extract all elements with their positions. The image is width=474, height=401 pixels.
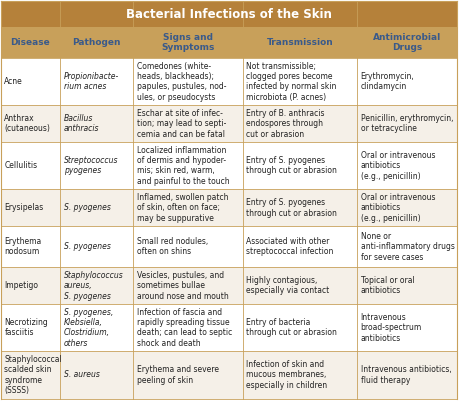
Text: None or
anti-inflammatory drugs
for severe cases: None or anti-inflammatory drugs for seve… — [361, 232, 455, 262]
Text: S. pyogenes: S. pyogenes — [64, 242, 110, 251]
Text: Streptococcus
pyogenes: Streptococcus pyogenes — [64, 156, 118, 176]
Text: Highly contagious,
especially via contact: Highly contagious, especially via contac… — [246, 276, 329, 296]
Text: Intravenous
broad-spectrum
antibiotics: Intravenous broad-spectrum antibiotics — [361, 313, 422, 343]
Text: S. pyogenes: S. pyogenes — [64, 203, 110, 212]
Text: Erythema
nodosum: Erythema nodosum — [4, 237, 42, 257]
Text: Not transmissible;
clogged pores become
infected by normal skin
microbiota (P. a: Not transmissible; clogged pores become … — [246, 62, 337, 102]
Text: Erysipelas: Erysipelas — [4, 203, 44, 212]
Text: Disease: Disease — [10, 38, 50, 47]
Text: Vesicles, pustules, and
sometimes bullae
around nose and mouth: Vesicles, pustules, and sometimes bullae… — [137, 271, 228, 301]
Text: Erythromycin,
clindamycin: Erythromycin, clindamycin — [361, 72, 414, 91]
Text: Inflamed, swollen patch
of skin, often on face;
may be suppurative: Inflamed, swollen patch of skin, often o… — [137, 193, 228, 223]
FancyBboxPatch shape — [0, 27, 457, 58]
FancyBboxPatch shape — [0, 105, 457, 142]
Text: Bacterial Infections of the Skin: Bacterial Infections of the Skin — [126, 8, 332, 20]
Text: Erythema and severe
peeling of skin: Erythema and severe peeling of skin — [137, 365, 219, 385]
Text: Acne: Acne — [4, 77, 23, 86]
Text: Oral or intravenous
antibiotics
(e.g., penicillin): Oral or intravenous antibiotics (e.g., p… — [361, 193, 435, 223]
Text: Signs and
Symptoms: Signs and Symptoms — [161, 33, 215, 53]
Text: Bacillus
anthracis: Bacillus anthracis — [64, 114, 99, 134]
Text: Intravenous antibiotics,
fluid therapy: Intravenous antibiotics, fluid therapy — [361, 365, 451, 385]
Text: Small red nodules,
often on shins: Small red nodules, often on shins — [137, 237, 208, 257]
Text: Infection of fascia and
rapidly spreading tissue
death; can lead to septic
shock: Infection of fascia and rapidly spreadin… — [137, 308, 232, 348]
Text: Cellulitis: Cellulitis — [4, 161, 37, 170]
Text: Oral or intravenous
antibiotics
(e.g., penicillin): Oral or intravenous antibiotics (e.g., p… — [361, 151, 435, 181]
Text: Topical or oral
antibiotics: Topical or oral antibiotics — [361, 276, 414, 296]
Text: Pathogen: Pathogen — [73, 38, 121, 47]
FancyBboxPatch shape — [0, 304, 457, 351]
Text: S. aureus: S. aureus — [64, 371, 100, 379]
Text: Entry of S. pyogenes
through cut or abrasion: Entry of S. pyogenes through cut or abra… — [246, 198, 337, 217]
Text: Eschar at site of infec-
tion; may lead to septi-
cemia and can be fatal: Eschar at site of infec- tion; may lead … — [137, 109, 226, 139]
Text: Anthrax
(cutaneous): Anthrax (cutaneous) — [4, 114, 50, 134]
FancyBboxPatch shape — [0, 142, 457, 189]
Text: Entry of S. pyogenes
through cut or abrasion: Entry of S. pyogenes through cut or abra… — [246, 156, 337, 176]
Text: Necrotizing
fasciitis: Necrotizing fasciitis — [4, 318, 48, 338]
FancyBboxPatch shape — [0, 267, 457, 304]
Text: Impetigo: Impetigo — [4, 281, 38, 290]
Text: Entry of bacteria
through cut or abrasion: Entry of bacteria through cut or abrasio… — [246, 318, 337, 338]
Text: Entry of B. anthracis
endospores through
cut or abrasion: Entry of B. anthracis endospores through… — [246, 109, 325, 139]
FancyBboxPatch shape — [0, 226, 457, 267]
Text: Staphylococcal
scalded skin
syndrome
(SSSS): Staphylococcal scalded skin syndrome (SS… — [4, 355, 62, 395]
Text: Propionibacte-
rium acnes: Propionibacte- rium acnes — [64, 72, 119, 91]
Text: Infection of skin and
mucous membranes,
especially in children: Infection of skin and mucous membranes, … — [246, 360, 328, 390]
Text: Comedones (white-
heads, blackheads);
papules, pustules, nod-
ules, or pseudocys: Comedones (white- heads, blackheads); pa… — [137, 62, 226, 102]
FancyBboxPatch shape — [0, 189, 457, 226]
Text: Localized inflammation
of dermis and hypoder-
mis; skin red, warm,
and painful t: Localized inflammation of dermis and hyp… — [137, 146, 229, 186]
Text: Staphylococcus
aureus,
S. pyogenes: Staphylococcus aureus, S. pyogenes — [64, 271, 123, 301]
Text: Associated with other
streptococcal infection: Associated with other streptococcal infe… — [246, 237, 334, 257]
FancyBboxPatch shape — [0, 1, 457, 27]
FancyBboxPatch shape — [0, 351, 457, 399]
Text: Transmission: Transmission — [266, 38, 333, 47]
Text: Penicillin, erythromycin,
or tetracycline: Penicillin, erythromycin, or tetracyclin… — [361, 114, 453, 134]
Text: S. pyogenes,
Klebsiella,
Clostridium,
others: S. pyogenes, Klebsiella, Clostridium, ot… — [64, 308, 113, 348]
Text: Antimicrobial
Drugs: Antimicrobial Drugs — [373, 33, 441, 53]
FancyBboxPatch shape — [0, 58, 457, 105]
